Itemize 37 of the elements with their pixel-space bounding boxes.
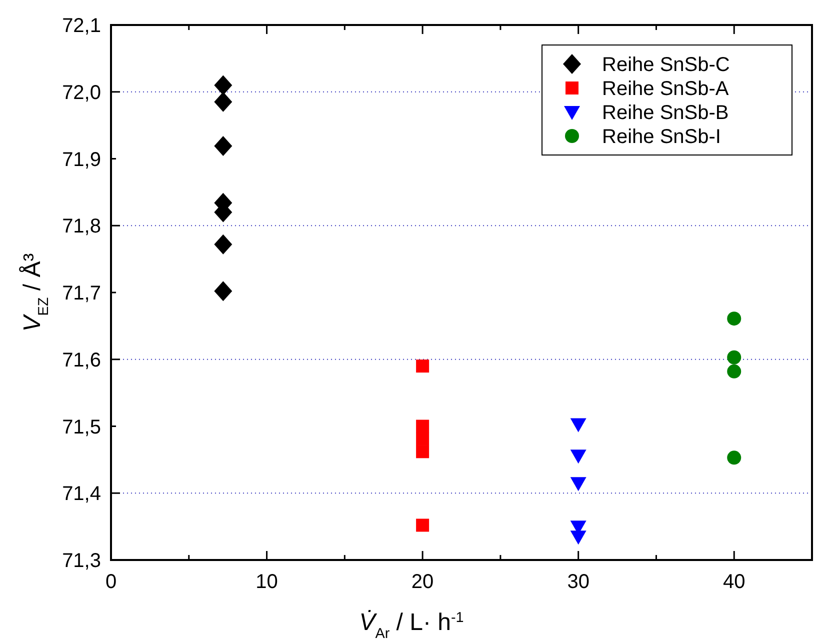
x-tick-label: 20: [411, 571, 434, 593]
point: [416, 518, 430, 532]
point: [727, 312, 742, 326]
x-axis-title: V̇$_{Ar}$ / L· h$^{-1}$: [359, 609, 464, 639]
point: [416, 432, 430, 446]
point: [416, 420, 430, 433]
point: [214, 136, 232, 156]
point: [570, 450, 586, 464]
legend-label: Reihe SnSb-I: [602, 126, 721, 148]
point: [570, 418, 586, 432]
y-tick-label: 72,1: [62, 15, 101, 37]
legend-label: Reihe SnSb-C: [602, 54, 730, 76]
y-tick-label: 71,3: [62, 550, 101, 572]
x-tick-label: 30: [567, 571, 590, 593]
point: [570, 477, 586, 492]
legend-label: Reihe SnSb-B: [602, 102, 729, 124]
y-tick-label: 71,9: [62, 148, 101, 171]
y-tick-label: 71,7: [62, 282, 101, 304]
point: [727, 450, 742, 465]
point: [214, 75, 232, 96]
legend-label: Reihe SnSb-A: [602, 78, 730, 100]
y-tick-label: 71,6: [62, 349, 101, 372]
x-tick-label: 10: [256, 571, 278, 593]
x-tick-label: 0: [105, 571, 117, 593]
point: [214, 92, 232, 112]
point: [214, 234, 232, 254]
point: [570, 530, 586, 545]
y-tick-label: 71,8: [62, 216, 101, 238]
point: [727, 350, 742, 364]
point: [214, 281, 232, 302]
y-tick-label: 72,0: [62, 82, 101, 104]
y-tick-label: 71,4: [62, 483, 101, 506]
x-tick-label: 40: [722, 571, 746, 593]
point: [416, 445, 430, 458]
point: [727, 364, 742, 378]
y-tick-label: 71,5: [62, 416, 101, 438]
point: [416, 360, 430, 373]
